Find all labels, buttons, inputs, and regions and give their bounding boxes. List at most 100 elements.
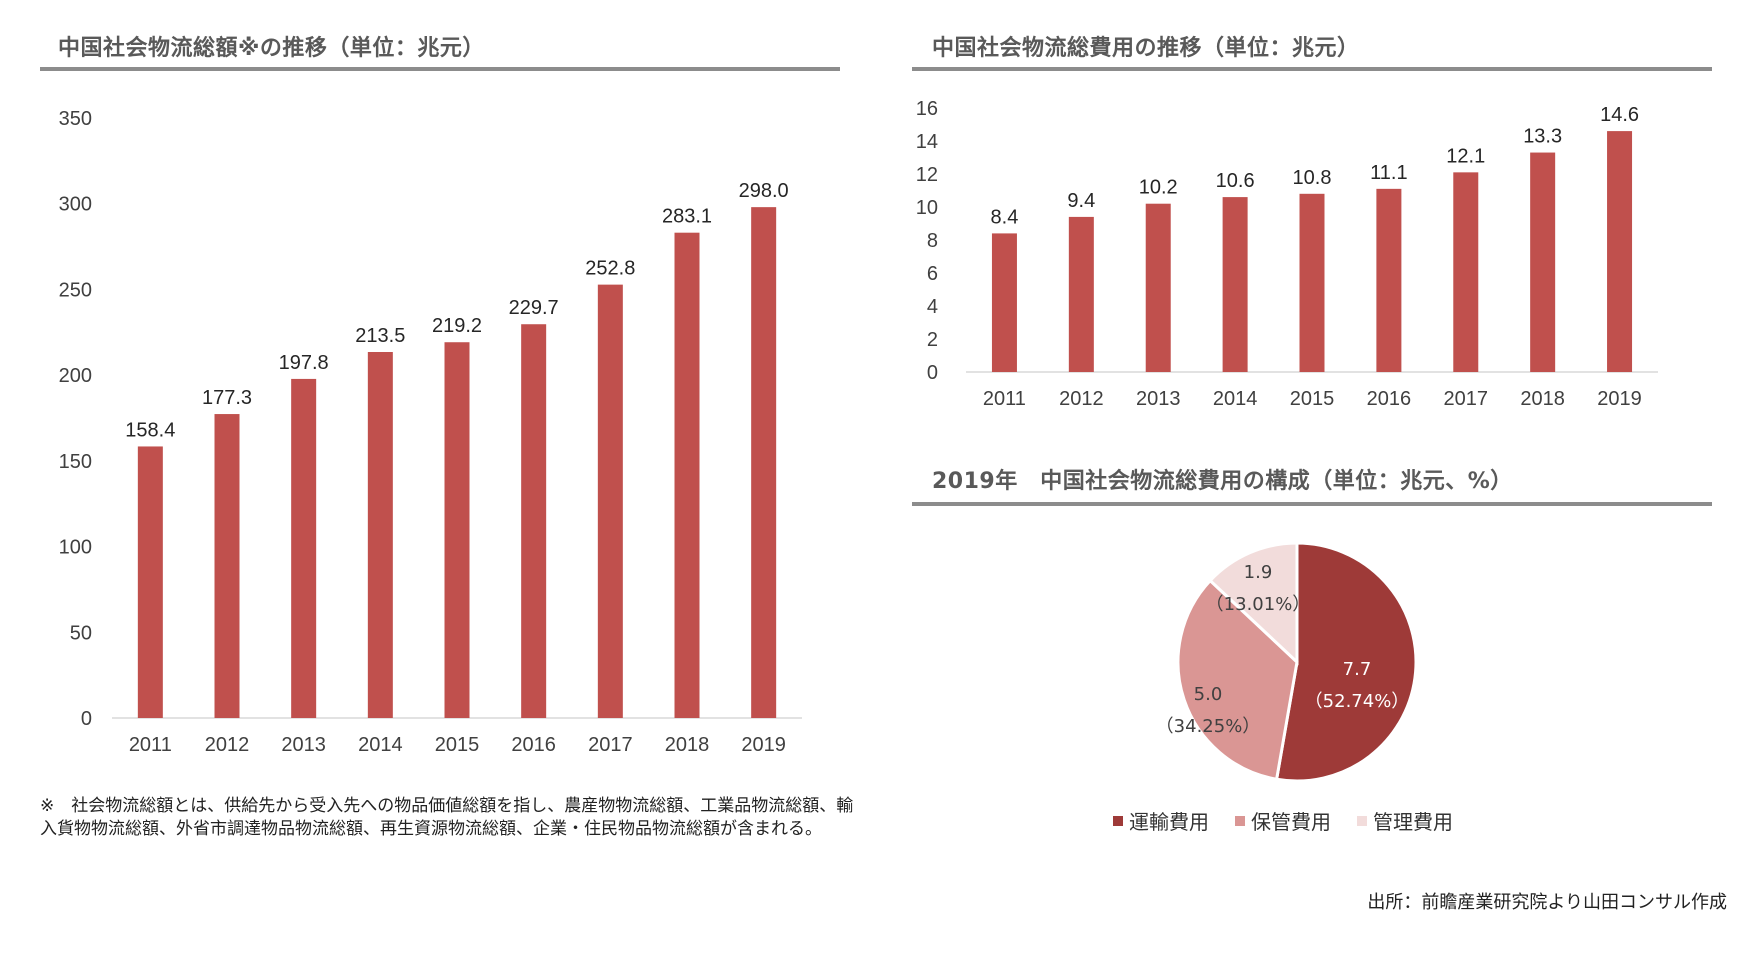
- cost-bar-2016: [1376, 188, 1402, 372]
- logistics-cost-bar-chart: 0 2 4 6 8 10 12 14 16 8.4 2011 9.4 2012 10.2 2013 10.6 2…: [916, 98, 1658, 410]
- pie-percent-label-management: （13.01%）: [1206, 594, 1311, 615]
- total-data-label-2019: 298.0: [739, 180, 789, 202]
- legend-swatch-storage: [1235, 815, 1245, 826]
- pie-slice-storage: [1176, 578, 1299, 781]
- pie-legend: 運輸費用 保管費用 管理費用: [1113, 806, 1453, 835]
- pie-percent-label-transport: （52.74%）: [1305, 691, 1410, 712]
- total-y-tick-label: 350: [59, 108, 92, 130]
- cost-x-tick-label-2016: 2016: [1367, 388, 1412, 410]
- total-bar-2012: [214, 414, 240, 718]
- legend-item-storage: 保管費用: [1235, 806, 1331, 835]
- total-x-tick-label-2016: 2016: [511, 734, 556, 756]
- cost-y-tick-label: 2: [927, 329, 938, 351]
- footnote: ※ 社会物流総額とは、供給先から受入先への物品価値総額を指し、農産物物流総額、工…: [40, 796, 854, 839]
- pie-slice-management: [1208, 541, 1299, 666]
- total-y-tick-label: 50: [70, 622, 92, 644]
- cost-y-tick-label: 4: [927, 296, 938, 318]
- legend-label-transport: 運輸費用: [1129, 810, 1209, 834]
- total-y-tick-label: 150: [59, 451, 92, 473]
- cost-x-tick-label-2011: 2011: [983, 388, 1026, 410]
- cost-x-tick-label-2017: 2017: [1444, 388, 1489, 410]
- total-x-tick-label-2013: 2013: [281, 734, 326, 756]
- cost-data-label-2014: 10.6: [1216, 170, 1255, 192]
- logistics-total-bar-chart: 0 50 100 150 200 250 300 350 158.4 2011 177.3 2012 1…: [59, 108, 802, 756]
- cost-y-tick-label: 0: [927, 362, 938, 384]
- total-data-label-2017: 252.8: [585, 258, 635, 280]
- cost-y-tick-label: 14: [916, 131, 938, 153]
- total-data-label-2012: 177.3: [202, 387, 252, 409]
- total-x-tick-label-2019: 2019: [741, 734, 786, 756]
- right-top-title-rule: [912, 67, 1712, 71]
- total-data-label-2016: 229.7: [509, 297, 559, 319]
- total-bar-2015: [444, 342, 470, 718]
- total-bar-2013: [291, 378, 317, 718]
- cost-x-tick-label-2013: 2013: [1136, 388, 1181, 410]
- cost-data-label-2013: 10.2: [1139, 177, 1178, 199]
- legend-swatch-management: [1357, 815, 1367, 826]
- total-x-tick-label-2011: 2011: [129, 734, 172, 756]
- total-x-tick-label-2012: 2012: [205, 734, 250, 756]
- cost-y-tick-label: 12: [916, 164, 938, 186]
- cost-y-tick-label: 10: [916, 197, 938, 219]
- pie-title-rule: [912, 502, 1712, 506]
- cost-y-tick-label: 8: [927, 230, 938, 252]
- cost-composition-pie-chart: 7.7 （52.74%） 5.0 （34.25%） 1.9 （13.01%）: [1156, 541, 1418, 783]
- total-y-tick-label: 100: [59, 537, 92, 559]
- total-x-tick-label-2018: 2018: [665, 734, 710, 756]
- cost-data-label-2011: 8.4: [991, 206, 1019, 228]
- pie-chart-title: 2019年 中国社会物流総費用の構成（単位：兆元、%）: [932, 469, 1513, 494]
- cost-bar-2011: [991, 233, 1017, 372]
- total-data-label-2018: 283.1: [662, 206, 712, 228]
- total-bar-2019: [751, 207, 777, 718]
- total-y-tick-label: 300: [59, 194, 92, 216]
- legend-item-transport: 運輸費用: [1113, 806, 1209, 835]
- cost-data-label-2018: 13.3: [1523, 126, 1562, 148]
- pie-percent-label-storage: （34.25%）: [1156, 716, 1261, 737]
- cost-data-label-2017: 12.1: [1446, 145, 1485, 167]
- left-title-rule: [40, 67, 840, 71]
- cost-x-tick-label-2019: 2019: [1597, 388, 1642, 410]
- pie-value-label-storage: 5.0: [1194, 684, 1223, 705]
- total-data-label-2014: 213.5: [355, 325, 405, 347]
- pie-value-label-management: 1.9: [1244, 562, 1273, 583]
- pie-slice-transport: [1274, 541, 1418, 783]
- total-bar-2011: [137, 446, 163, 718]
- cost-data-label-2016: 11.1: [1370, 162, 1407, 184]
- total-x-tick-label-2017: 2017: [588, 734, 633, 756]
- cost-x-tick-label-2012: 2012: [1059, 388, 1104, 410]
- total-x-tick-label-2015: 2015: [435, 734, 480, 756]
- cost-data-label-2019: 14.6: [1600, 104, 1639, 126]
- cost-bar-2014: [1222, 197, 1248, 372]
- legend-swatch-transport: [1113, 815, 1123, 826]
- total-y-tick-label: 250: [59, 279, 92, 301]
- total-bar-2018: [674, 232, 700, 718]
- cost-x-tick-label-2018: 2018: [1520, 388, 1565, 410]
- total-bar-2017: [597, 284, 623, 718]
- source-note: 出所：前瞻産業研究院より山田コンサル作成: [1367, 892, 1727, 913]
- cost-bar-2019: [1607, 131, 1633, 372]
- total-x-tick-label-2014: 2014: [358, 734, 403, 756]
- right-top-chart-title: 中国社会物流総費用の推移（単位：兆元）: [932, 36, 1360, 61]
- cost-x-tick-label-2015: 2015: [1290, 388, 1335, 410]
- legend-label-management: 管理費用: [1373, 810, 1453, 834]
- total-y-tick-label: 200: [59, 365, 92, 387]
- legend-label-storage: 保管費用: [1251, 810, 1331, 834]
- cost-y-tick-label: 16: [916, 98, 938, 120]
- cost-data-label-2012: 9.4: [1067, 190, 1095, 212]
- cost-bar-2015: [1299, 193, 1325, 372]
- left-chart-title: 中国社会物流総額※の推移（単位：兆元）: [58, 36, 485, 61]
- cost-bar-2013: [1145, 203, 1171, 372]
- cost-y-tick-label: 6: [927, 263, 938, 285]
- cost-x-tick-label-2014: 2014: [1213, 388, 1258, 410]
- total-y-tick-label: 0: [81, 708, 92, 730]
- total-data-label-2013: 197.8: [279, 352, 329, 374]
- total-bar-2016: [521, 324, 547, 718]
- pie-value-label-transport: 7.7: [1343, 659, 1372, 680]
- cost-data-label-2015: 10.8: [1293, 167, 1332, 189]
- cost-bar-2012: [1068, 216, 1094, 372]
- cost-bar-2017: [1453, 172, 1479, 372]
- total-bar-2014: [367, 352, 393, 718]
- total-data-label-2015: 219.2: [432, 315, 482, 337]
- legend-item-management: 管理費用: [1357, 806, 1453, 835]
- cost-bar-2018: [1530, 152, 1556, 372]
